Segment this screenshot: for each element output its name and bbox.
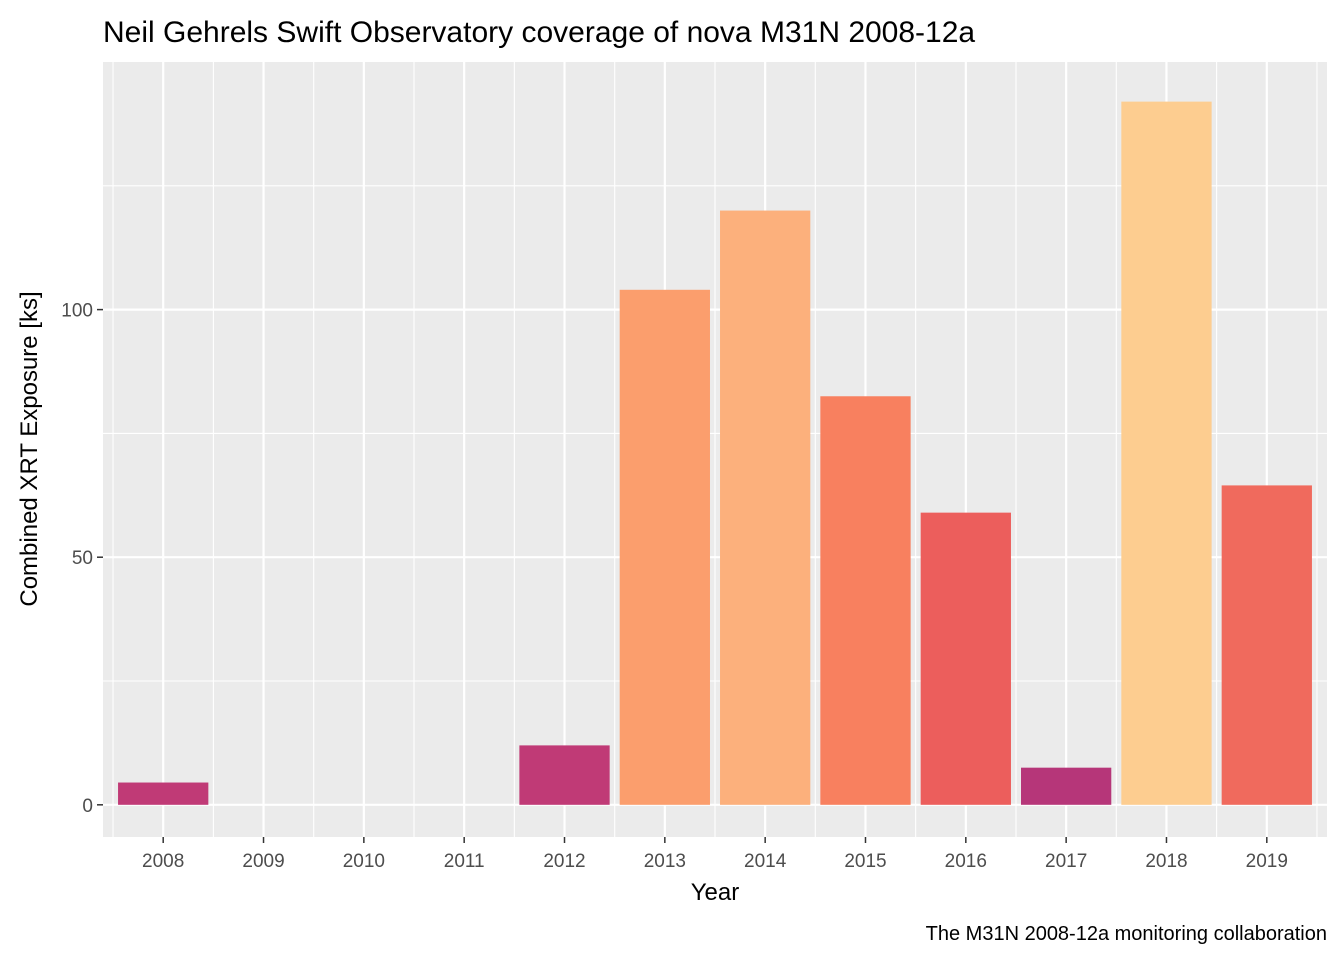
y-axis-title: Combined XRT Exposure [ks] (16, 291, 43, 606)
x-axis: 2008 2009 2010 2011 2012 2013 2014 2015 2016 2017… (142, 837, 1288, 872)
bar-2008 (118, 782, 209, 805)
x-tick-label: 2010 (343, 851, 385, 872)
bars-layer (118, 101, 1312, 805)
x-tick-label: 2008 (142, 851, 184, 872)
x-tick-label: 2009 (242, 851, 284, 872)
bar-2013 (619, 289, 710, 805)
y-tick-label: 0 (82, 796, 93, 817)
x-tick-label: 2017 (1045, 851, 1087, 872)
x-tick-label: 2013 (644, 851, 686, 872)
bar-2017 (1021, 767, 1112, 805)
bar-2014 (720, 210, 811, 805)
x-tick-label: 2018 (1145, 851, 1187, 872)
bar-2015 (820, 396, 911, 805)
chart-caption: The M31N 2008-12a monitoring collaborati… (926, 923, 1327, 945)
x-tick-label: 2014 (744, 851, 787, 872)
bar-2016 (920, 512, 1011, 805)
y-tick-label: 100 (61, 301, 93, 322)
y-tick-label: 50 (72, 548, 93, 569)
bar-2018 (1121, 101, 1212, 805)
x-tick-label: 2011 (444, 851, 485, 872)
x-tick-label: 2012 (543, 851, 585, 872)
chart-title: Neil Gehrels Swift Observatory coverage … (103, 16, 975, 49)
bar-2012 (519, 745, 610, 805)
x-axis-title: Year (691, 879, 740, 906)
x-tick-label: 2016 (945, 851, 987, 872)
x-tick-label: 2015 (844, 851, 886, 872)
bar-2019 (1221, 485, 1312, 805)
y-axis: 0 50 100 (61, 301, 103, 817)
x-tick-label: 2019 (1246, 851, 1288, 872)
